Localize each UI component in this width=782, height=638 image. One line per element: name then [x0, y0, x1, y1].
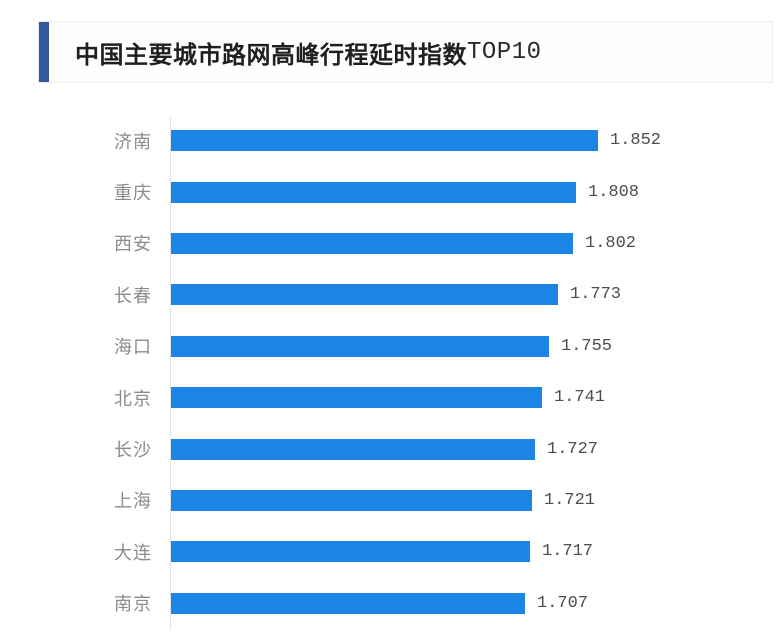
category-label: 济南	[114, 131, 152, 152]
category-label: 长春	[114, 285, 152, 306]
bar	[170, 232, 573, 254]
chart-row: 重庆 1.808	[0, 166, 782, 217]
bar	[170, 438, 535, 460]
bar	[170, 592, 525, 614]
bar	[170, 284, 558, 306]
value-label: 1.773	[570, 285, 622, 305]
category-label: 大连	[114, 542, 152, 563]
category-label: 南京	[114, 594, 152, 615]
chart-rows: 济南 1.852 重庆 1.808 西安 1.802 长春 1.773 海口 1…	[0, 115, 782, 629]
bar-chart: 济南 1.852 重庆 1.808 西安 1.802 长春 1.773 海口 1…	[0, 115, 782, 630]
chart-row: 北京 1.741	[0, 372, 782, 423]
bar	[170, 387, 542, 409]
chart-row: 济南 1.852	[0, 115, 782, 166]
chart-row: 长沙 1.727	[0, 423, 782, 474]
value-label: 1.755	[561, 336, 613, 356]
page-title: 中国主要城市路网高峰行程延时指数 TOP10	[75, 22, 542, 82]
value-label: 1.721	[544, 490, 596, 510]
y-axis-line	[170, 117, 171, 630]
chart-row: 上海 1.721	[0, 475, 782, 526]
title-accent-bar	[39, 22, 49, 82]
value-label: 1.741	[554, 388, 606, 408]
category-label: 长沙	[114, 440, 152, 461]
value-label: 1.727	[547, 439, 599, 459]
category-label: 北京	[114, 388, 152, 409]
value-label: 1.852	[610, 131, 662, 151]
chart-row: 大连 1.717	[0, 526, 782, 577]
chart-title-card: 中国主要城市路网高峰行程延时指数 TOP10	[38, 21, 773, 83]
chart-row: 海口 1.755	[0, 321, 782, 372]
value-label: 1.717	[542, 542, 594, 562]
title-suffix-text: TOP10	[467, 38, 542, 66]
bar	[170, 130, 598, 152]
chart-row: 长春 1.773	[0, 269, 782, 320]
bar	[170, 335, 549, 357]
value-label: 1.802	[585, 233, 637, 253]
category-label: 西安	[114, 234, 152, 255]
chart-row: 南京 1.707	[0, 578, 782, 629]
value-label: 1.707	[537, 593, 589, 613]
category-label: 重庆	[114, 183, 152, 204]
category-label: 海口	[114, 337, 152, 358]
bar	[170, 541, 530, 563]
chart-row: 西安 1.802	[0, 218, 782, 269]
title-main-text: 中国主要城市路网高峰行程延时指数	[75, 41, 467, 69]
value-label: 1.808	[588, 182, 640, 202]
bar	[170, 181, 576, 203]
category-label: 上海	[114, 491, 152, 512]
bar	[170, 489, 532, 511]
